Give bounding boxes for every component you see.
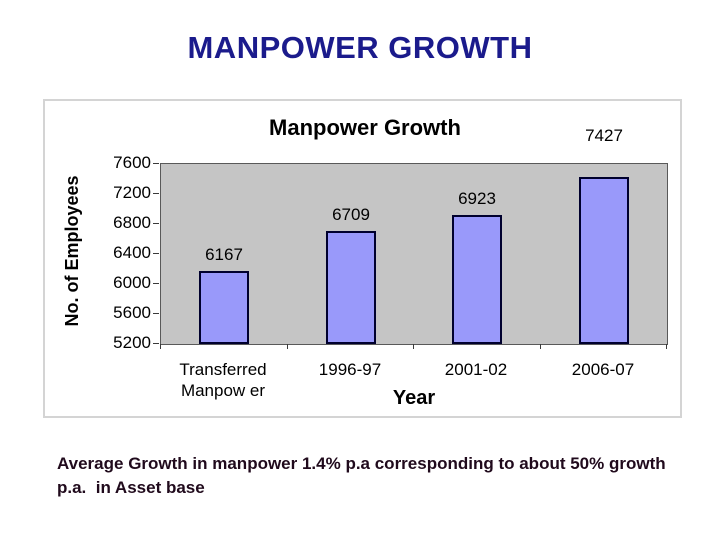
y-tick-mark — [153, 313, 159, 314]
page-title: MANPOWER GROWTH — [187, 30, 533, 65]
x-tick-mark — [666, 344, 667, 349]
chart-title: Manpower Growth — [269, 115, 461, 140]
y-tick-label: 5600 — [113, 303, 151, 322]
bar-2006-07 — [579, 177, 629, 344]
y-tick-label: 5200 — [113, 333, 151, 352]
x-category-label: Transferred Manpow er — [179, 360, 267, 400]
y-tick-mark — [153, 283, 159, 284]
bar-value-label: 7427 — [585, 126, 623, 145]
y-tick-mark — [153, 163, 159, 164]
caption-text: Average Growth in manpower 1.4% p.a corr… — [57, 454, 666, 497]
manpower-growth-chart: Manpower Growth No. of Employees 6167 670… — [43, 99, 682, 418]
plot-area: 6167 6709 6923 7427 — [160, 126, 668, 345]
y-tick-mark — [153, 343, 159, 344]
y-tick-mark — [153, 223, 159, 224]
bar-value-label: 6709 — [332, 205, 370, 224]
x-tick-mark — [413, 344, 414, 349]
y-tick-label: 6400 — [113, 243, 151, 262]
bar-2001-02 — [452, 215, 502, 344]
bar-value-label: 6923 — [458, 189, 496, 208]
y-tick-label: 6000 — [113, 273, 151, 292]
y-axis-title: No. of Employees — [62, 175, 82, 327]
y-tick-label: 6800 — [113, 213, 151, 232]
x-tick-mark — [160, 344, 161, 349]
y-tick-mark — [153, 193, 159, 194]
x-category-label: 2001-02 — [444, 360, 508, 379]
x-category-label: 1996-97 — [318, 360, 382, 379]
x-tick-mark — [540, 344, 541, 349]
x-category-label: 2006-07 — [571, 360, 635, 379]
bar-1996-97 — [326, 231, 376, 344]
y-tick-mark — [153, 253, 159, 254]
y-tick-label: 7600 — [113, 153, 151, 172]
bar-value-label: 6167 — [205, 245, 243, 264]
y-tick-label: 7200 — [113, 183, 151, 202]
x-tick-mark — [287, 344, 288, 349]
x-axis-title: Year — [392, 387, 436, 409]
bar-transferred-manpow-er — [199, 271, 249, 344]
